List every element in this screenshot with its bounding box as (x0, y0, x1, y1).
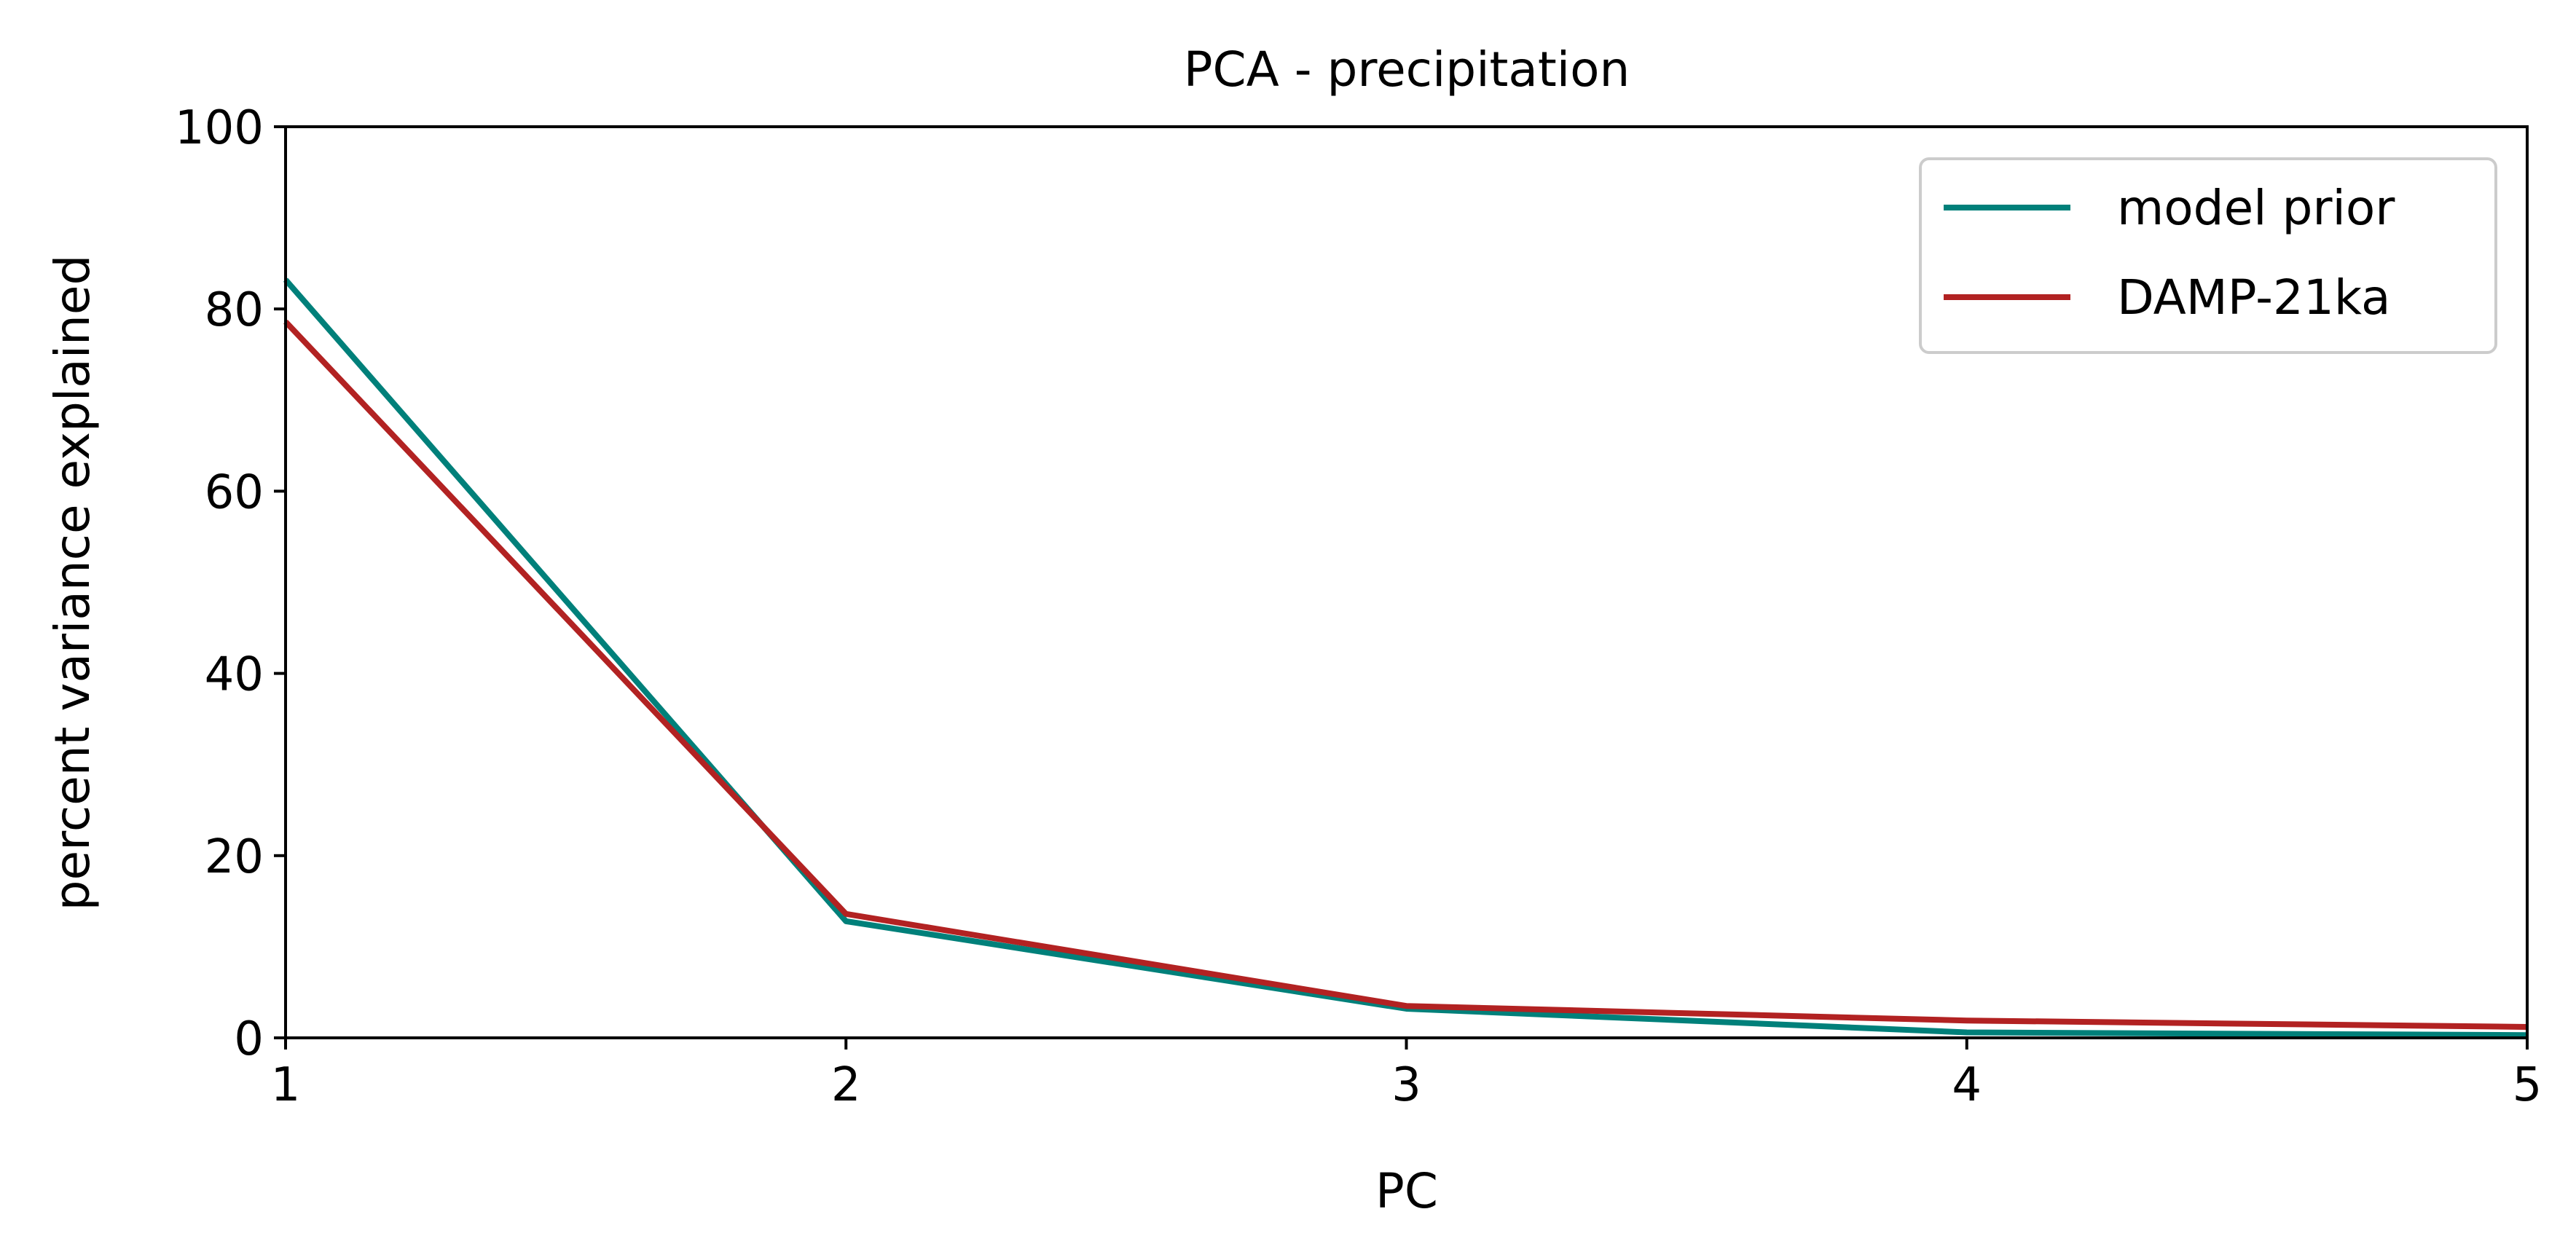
x-tick-label-1: 1 (271, 1058, 301, 1112)
y-axis: 0 20 40 60 80 100 (175, 101, 286, 1066)
y-axis-label: percent variance explained (44, 255, 101, 911)
y-tick-label-40: 40 (205, 648, 264, 702)
x-tick-label-3: 3 (1391, 1058, 1421, 1112)
x-tick-label-2: 2 (831, 1058, 861, 1112)
x-tick-label-5: 5 (2513, 1058, 2542, 1112)
series-layer (283, 277, 2528, 1039)
y-tick-label-0: 0 (234, 1012, 264, 1066)
y-tick-label-60: 60 (205, 465, 264, 519)
legend: model prior DAMP-21ka (1919, 157, 2497, 354)
x-axis: 1 2 3 4 5 (271, 1038, 2542, 1112)
legend-label-model-prior: model prior (2117, 180, 2395, 236)
series-line-damp-21ka (283, 319, 2528, 1030)
chart-title: PCA - precipitation (1184, 42, 1630, 98)
legend-label-damp-21ka: DAMP-21ka (2117, 269, 2390, 326)
y-tick-label-80: 80 (205, 283, 264, 337)
x-tick-label-4: 4 (1952, 1058, 1982, 1112)
series-line-model-prior (283, 277, 2528, 1039)
y-tick-label-100: 100 (175, 101, 264, 155)
x-axis-label: PC (1375, 1163, 1438, 1219)
y-tick-label-20: 20 (205, 830, 264, 884)
